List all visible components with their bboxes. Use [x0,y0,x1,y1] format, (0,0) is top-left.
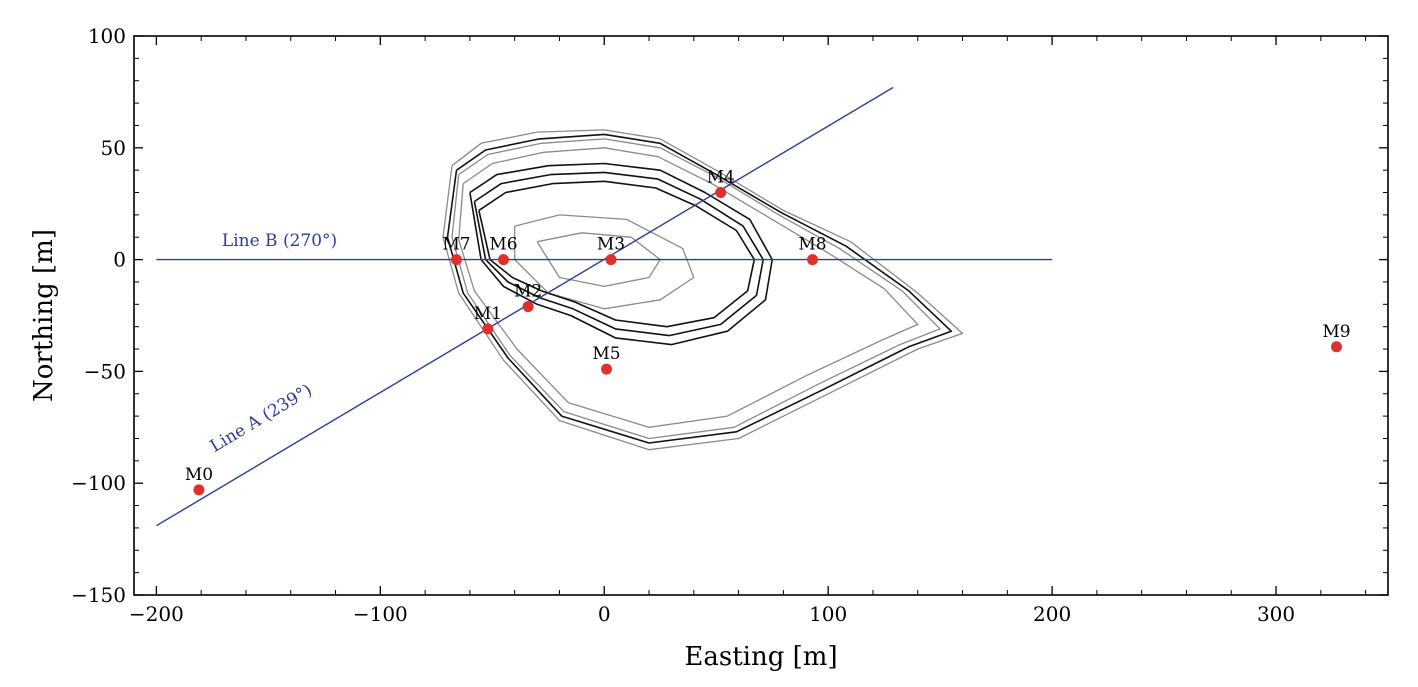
y-tick-label: −50 [84,359,126,383]
station-marker-m6 [497,254,509,266]
contour-light-1 [451,138,941,440]
y-tick-label: 0 [113,248,126,272]
y-axis-label: Northing [m] [29,229,59,402]
station-marker-m2 [522,301,534,313]
station-marker-m8 [807,254,819,266]
station-layer: M0 M1 M2 M3 M4 M5 M6 M7 M8 M9 [185,168,1351,496]
station-label-m4: M4 [707,168,735,188]
contour-dark-1 [469,162,773,346]
station-label-m6: M6 [489,235,517,255]
station-label-m8: M8 [798,235,826,255]
plot-frame [133,35,1389,596]
contour-light-0 [442,129,964,451]
station-marker-m5 [600,363,612,375]
x-tick-label: 100 [809,602,847,626]
station-label-m2: M2 [514,282,542,302]
contour-dark-2 [473,171,764,337]
station-label-m5: M5 [592,344,620,364]
contour-layer [442,129,964,451]
survey-line-label-1: Line B (270°) [222,231,337,251]
tick-layer: −200 −100 0 100 200 300 −150 −100 −50 0 50 100 [71,24,1388,626]
station-label-m0: M0 [185,465,213,485]
station-marker-m4 [715,187,727,199]
station-marker-m0 [193,484,205,496]
station-label-m3: M3 [597,235,625,255]
station-marker-m7 [450,254,462,266]
contour-dark-3 [478,180,756,328]
station-label-m9: M9 [1322,322,1350,342]
station-label-m1: M1 [474,304,502,324]
y-tick-label: −100 [71,471,126,495]
contour-light-2 [458,147,919,428]
y-tick-label: 50 [101,136,126,160]
station-marker-m3 [605,254,617,266]
y-tick-label: 100 [88,24,126,48]
survey-line-label-0: Line A (239°) [207,380,316,456]
x-axis-label: Easting [m] [684,642,837,672]
x-tick-label: 200 [1033,602,1071,626]
x-tick-label: 300 [1257,602,1295,626]
station-marker-m1 [482,323,494,335]
station-label-m7: M7 [442,235,470,255]
x-tick-label: −100 [353,602,408,626]
y-tick-label: −150 [71,583,126,607]
contour-dark-0 [446,133,953,444]
x-tick-label: −200 [129,602,184,626]
contour-light-3 [514,214,695,310]
contour-light-4 [536,232,661,288]
x-tick-label: 0 [598,602,611,626]
station-marker-m9 [1330,341,1342,353]
